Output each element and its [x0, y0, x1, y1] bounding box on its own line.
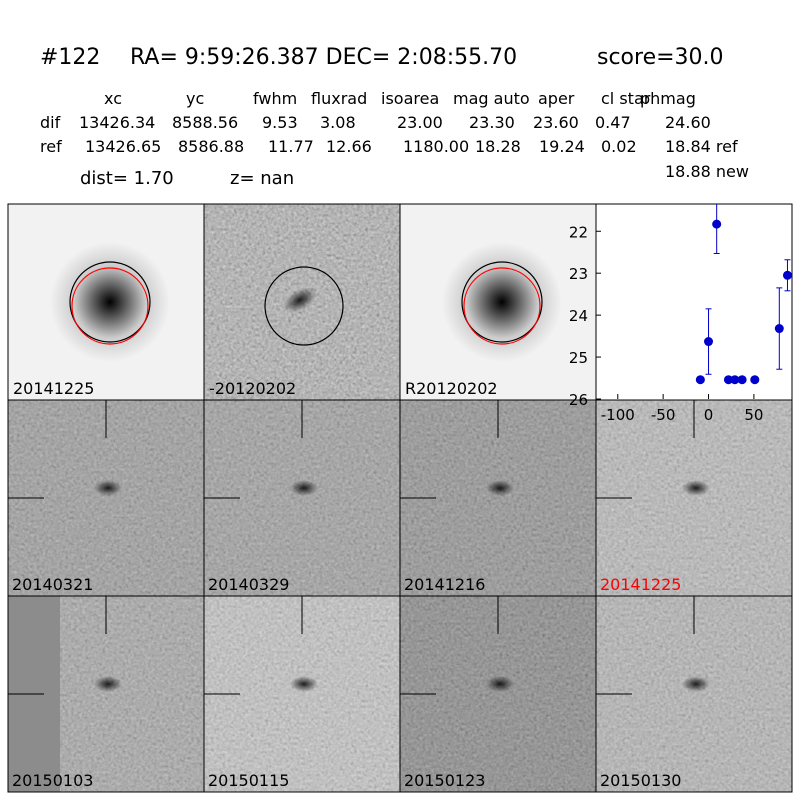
source-blob	[94, 480, 122, 496]
cell: 1180.00	[403, 137, 469, 156]
epoch-label: 20140321	[12, 575, 93, 594]
x-tick-label: -100	[601, 406, 635, 424]
cell: 0.02	[601, 137, 637, 156]
epoch-label: 20150103	[12, 771, 93, 790]
redshift: z= nan	[230, 168, 294, 189]
source-blob	[290, 676, 318, 692]
cell: 24.60	[665, 113, 711, 132]
point	[774, 324, 784, 334]
cell: 18.84 ref	[665, 137, 738, 156]
galaxy	[50, 242, 170, 362]
score: score=30.0	[597, 45, 724, 70]
cell: 23.60	[533, 113, 579, 132]
aperture-ref	[71, 267, 149, 345]
col-header: phmag	[640, 89, 696, 108]
source-blob	[682, 480, 710, 496]
col-header: fluxrad	[311, 89, 367, 108]
cell: 11.77	[268, 137, 314, 156]
epoch-label: 20150123	[404, 771, 485, 790]
cell: 12.66	[326, 137, 372, 156]
point	[723, 375, 733, 385]
y-tick-label: 24	[569, 307, 588, 325]
y-tick-label: 25	[569, 349, 588, 367]
cell: 3.08	[320, 113, 356, 132]
cell: 13426.34	[79, 113, 155, 132]
cell: 0.47	[595, 113, 631, 132]
col-header: yc	[186, 89, 204, 108]
cell: 9.53	[262, 113, 298, 132]
y-tick-label: 23	[569, 265, 588, 283]
frame	[595, 595, 793, 793]
y-tick-label: 22	[569, 223, 588, 241]
aperture-ref	[463, 267, 541, 345]
cell: 8586.88	[178, 137, 244, 156]
point	[704, 337, 714, 347]
coords: RA= 9:59:26.387 DEC= 2:08:55.70	[130, 45, 517, 70]
x-tick-label: 50	[744, 406, 763, 424]
col-header: mag auto	[453, 89, 530, 108]
cand-id: #122	[40, 45, 100, 70]
source-blob	[682, 676, 710, 692]
source-blob	[290, 480, 318, 496]
cell: 23.00	[397, 113, 443, 132]
source-blob	[94, 676, 122, 692]
epoch-label: 20140329	[208, 575, 289, 594]
source-blob	[486, 676, 514, 692]
cell: 23.30	[469, 113, 515, 132]
y-tick-label: 26	[569, 391, 588, 409]
epoch-label: 20150130	[600, 771, 681, 790]
source-blob	[486, 480, 514, 496]
source-blob	[283, 287, 317, 313]
col-header: isoarea	[381, 89, 439, 108]
point	[782, 270, 792, 280]
aperture	[264, 266, 344, 346]
cell: 18.28	[475, 137, 521, 156]
x-tick-label: -50	[651, 406, 676, 424]
cell: 19.24	[539, 137, 585, 156]
aperture	[69, 261, 151, 343]
epoch-label: 20141216	[404, 575, 485, 594]
aperture	[461, 261, 543, 343]
point	[750, 375, 760, 385]
dist: dist= 1.70	[80, 168, 174, 189]
row-label: dif	[40, 113, 61, 132]
col-header: cl star	[601, 89, 651, 108]
col-header: xc	[104, 89, 122, 108]
epoch-label: 20150115	[208, 771, 289, 790]
stamp-label: R20120202	[405, 379, 498, 398]
point	[730, 375, 740, 385]
stamp-label: 20141225	[13, 379, 94, 398]
cell: 8588.56	[172, 113, 238, 132]
galaxy	[442, 242, 562, 362]
point	[712, 219, 722, 229]
x-tick-label: 0	[704, 406, 714, 424]
row-label: ref	[40, 137, 62, 156]
epoch-label: 20141225	[600, 575, 681, 594]
stamp-label: -20120202	[209, 379, 296, 398]
point	[695, 375, 705, 385]
phmag-new: 18.88 new	[665, 162, 749, 181]
col-header: aper	[538, 89, 575, 108]
cell: 13426.65	[85, 137, 161, 156]
plot-bg	[595, 203, 793, 401]
points	[695, 204, 792, 385]
point	[737, 375, 747, 385]
col-header: fwhm	[253, 89, 297, 108]
